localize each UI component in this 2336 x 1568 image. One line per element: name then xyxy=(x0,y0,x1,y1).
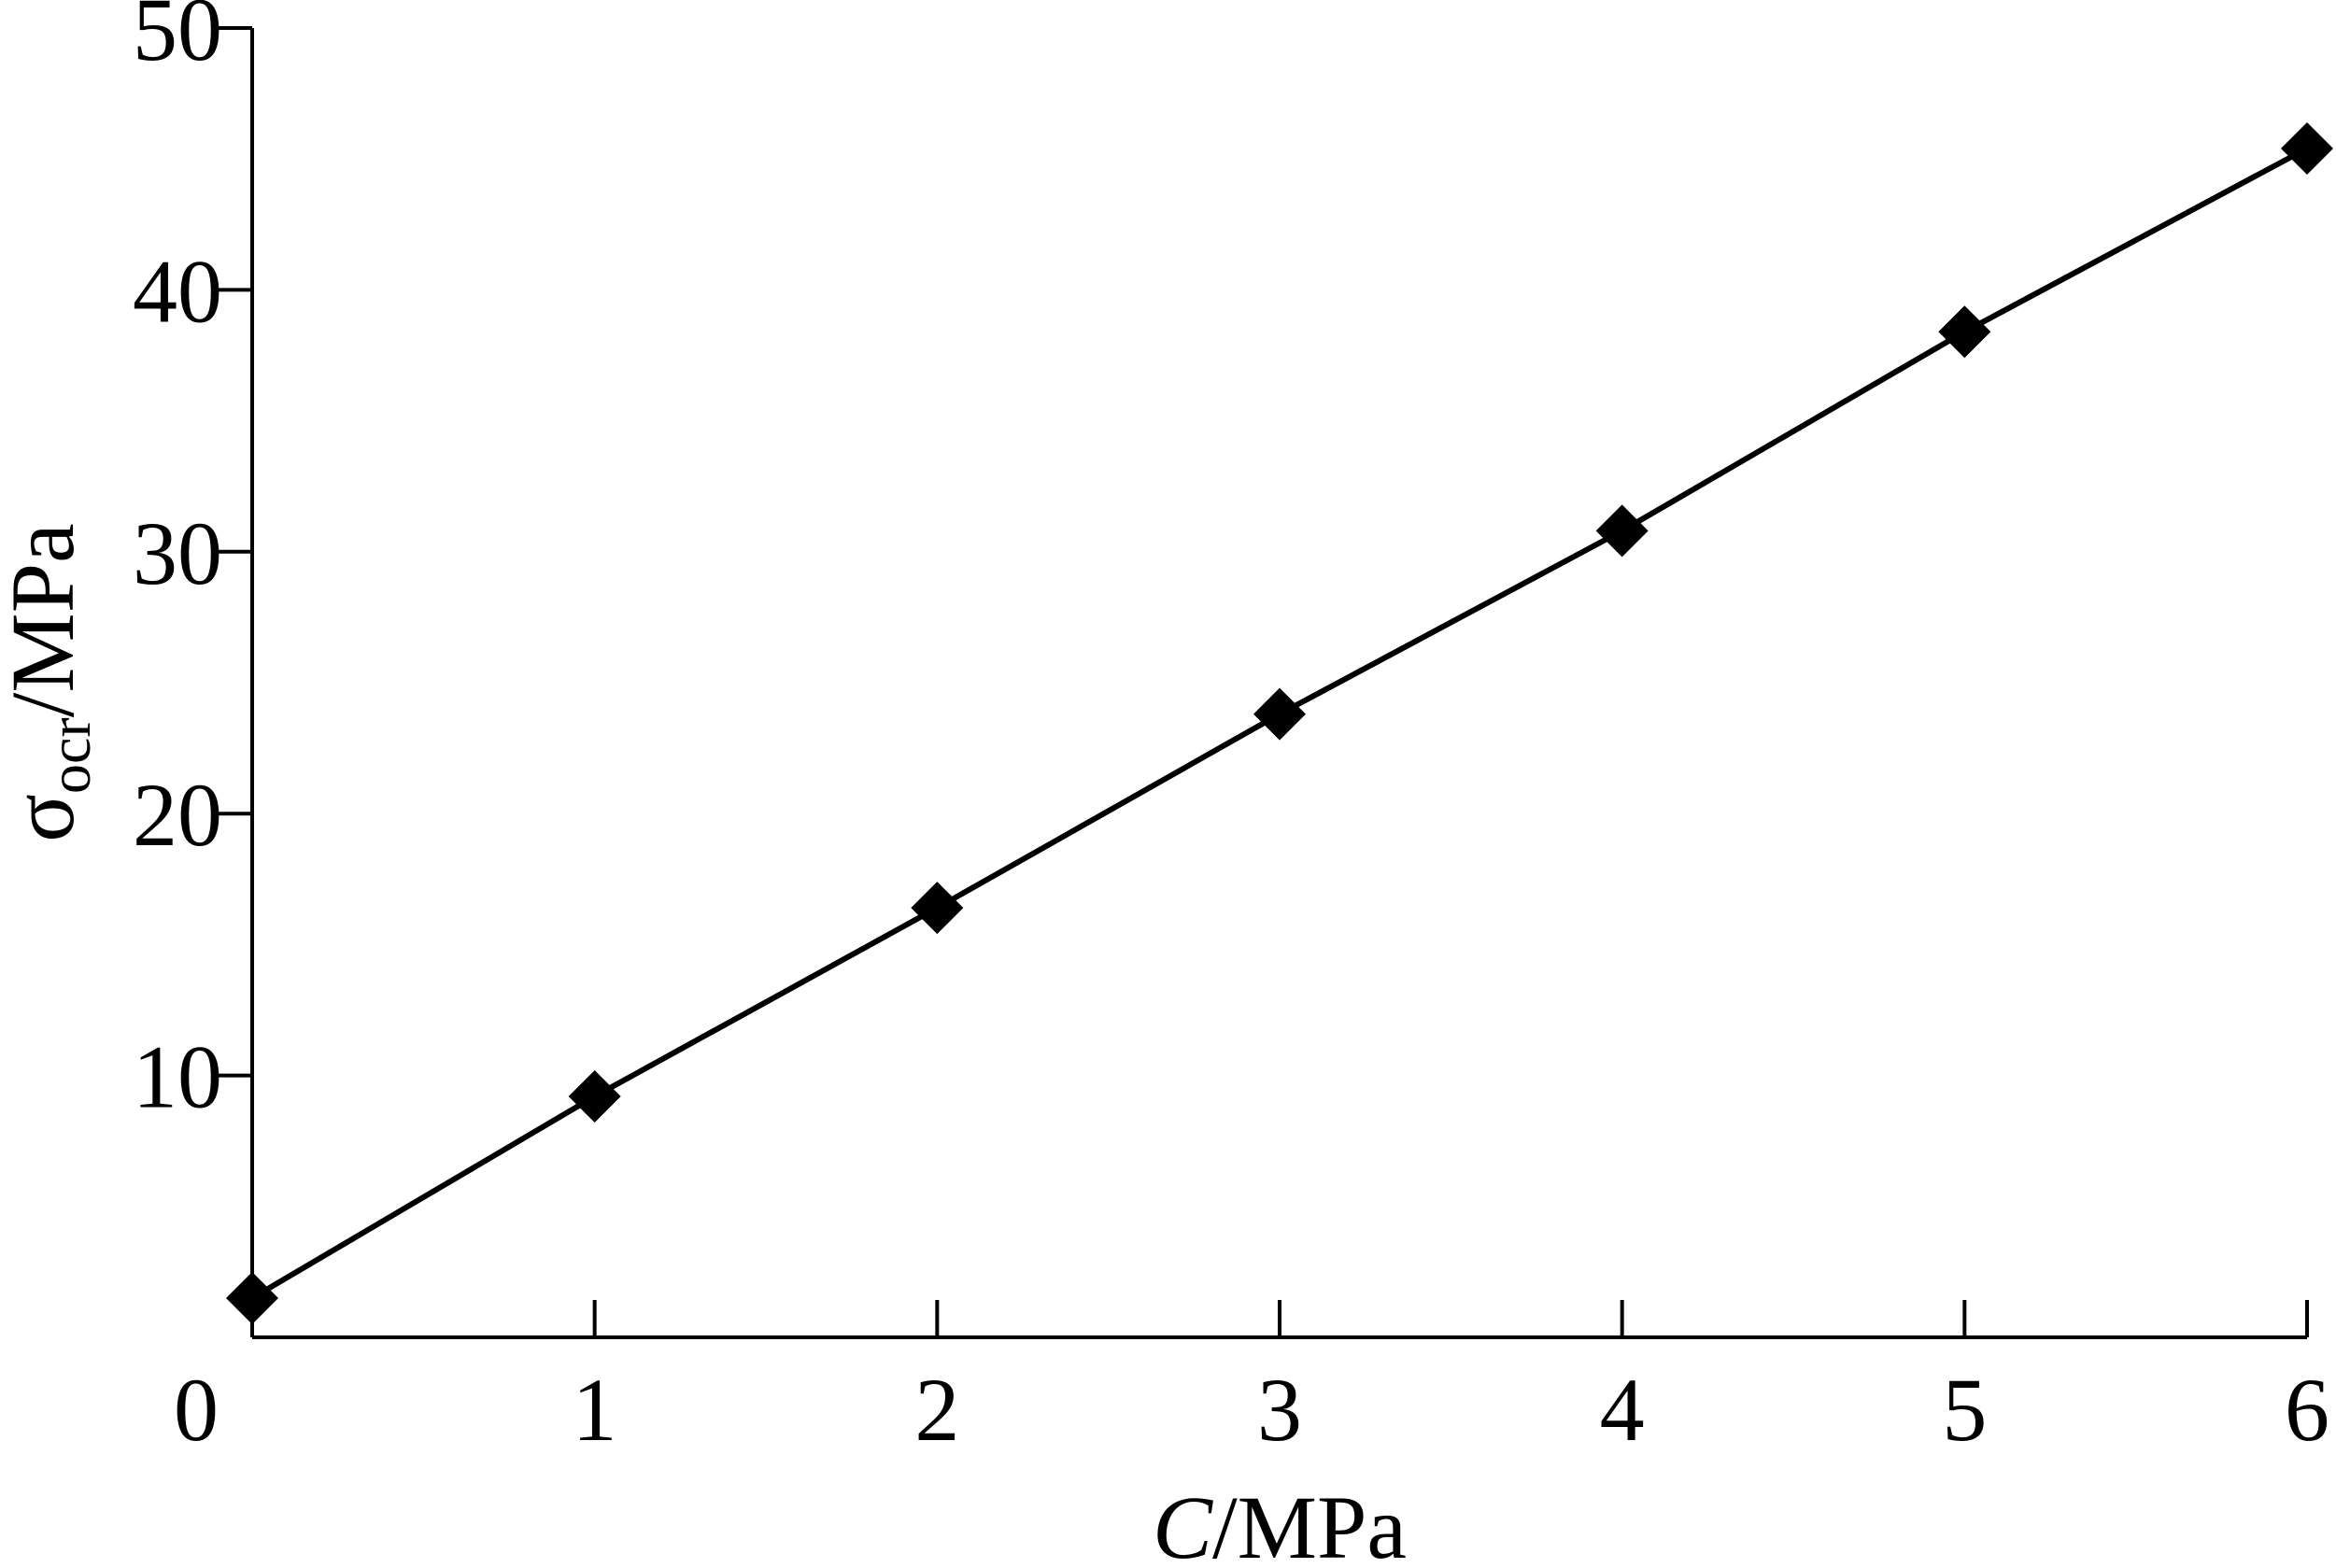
x-tick-label-4: 4 xyxy=(1600,1360,1645,1460)
x-tick-label-3: 3 xyxy=(1257,1360,1302,1460)
x-tick-label-2: 2 xyxy=(914,1360,959,1460)
y-axis-title-subscript: ocr xyxy=(36,717,103,794)
x-axis-title: C/MPa xyxy=(1153,1477,1407,1568)
x-tick-label-5: 5 xyxy=(1942,1360,1987,1460)
y-axis-title-unit: /MPa xyxy=(0,523,92,717)
x-tick-label-6: 6 xyxy=(2285,1360,2329,1460)
data-point-0-3 xyxy=(1253,687,1306,741)
x-axis-title-unit: /MPa xyxy=(1212,1477,1407,1568)
data-point-0-6 xyxy=(2281,121,2333,175)
y-tick-label-3: 40 xyxy=(133,241,222,341)
markers xyxy=(226,121,2333,1324)
y-tick-label-4: 50 xyxy=(133,0,222,79)
x-tick-label-0: 0 xyxy=(174,1360,219,1460)
y-tick-label-0: 10 xyxy=(133,1027,222,1127)
x-ticks: 0 1 2 3 4 5 6 xyxy=(174,1300,2329,1460)
data-point-0-0 xyxy=(226,1271,278,1324)
axes xyxy=(250,28,2307,1339)
y-axis-title: σocr/MPa xyxy=(0,523,103,842)
y-ticks: 10 20 30 40 50 xyxy=(133,0,252,1127)
data-point-0-2 xyxy=(911,882,964,935)
y-tick-label-1: 20 xyxy=(133,765,222,865)
y-axis-title-symbol: σ xyxy=(0,794,92,842)
x-tick-label-1: 1 xyxy=(573,1360,617,1460)
data-point-0-5 xyxy=(1938,305,1991,359)
x-axis-title-italic: C xyxy=(1153,1477,1213,1568)
data-point-0-1 xyxy=(568,1070,621,1123)
y-tick-label-2: 30 xyxy=(133,503,222,603)
data-point-0-4 xyxy=(1595,504,1649,558)
